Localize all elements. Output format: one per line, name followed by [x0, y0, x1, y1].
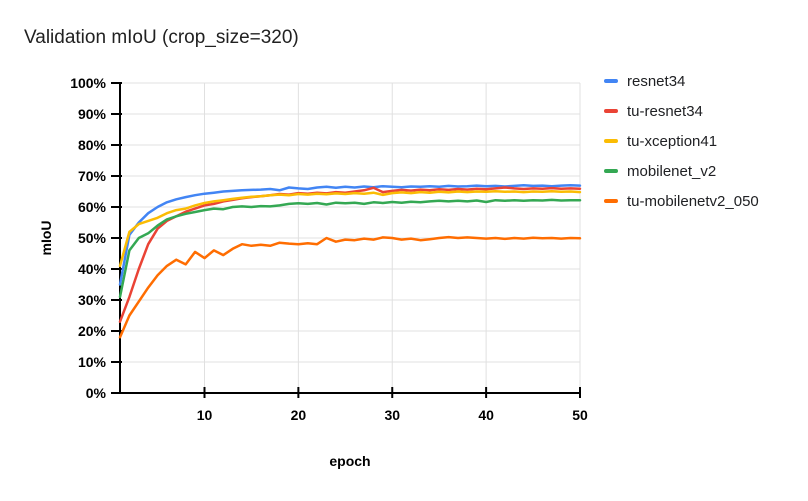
y-tick-label: 90% [78, 106, 107, 122]
legend-swatch-icon [604, 109, 618, 113]
y-axis-title: mIoU [38, 220, 54, 256]
legend-item-resnet34: resnet34 [604, 66, 759, 96]
x-axis-title: epoch [329, 453, 371, 469]
y-tick-label: 20% [78, 323, 107, 339]
legend-item-mobilenet_v2: mobilenet_v2 [604, 156, 759, 186]
x-tick-label: 10 [197, 407, 213, 423]
y-tick-label: 80% [78, 137, 107, 153]
series-line-mobilenet_v2 [118, 198, 582, 299]
y-tick-label: 100% [70, 75, 106, 91]
y-tick-label: 0% [86, 385, 107, 401]
y-tick-label: 30% [78, 292, 107, 308]
legend-label: resnet34 [627, 72, 686, 90]
legend-swatch-icon [604, 169, 618, 173]
legend: resnet34 tu-resnet34 tu-xception41 mobilene… [604, 66, 759, 216]
y-tick-label: 40% [78, 261, 107, 277]
y-tick-label: 60% [78, 199, 107, 215]
x-tick-label: 30 [384, 407, 400, 423]
legend-swatch-icon [604, 79, 618, 83]
legend-item-tu-xception41: tu-xception41 [604, 126, 759, 156]
legend-item-tu-resnet34: tu-resnet34 [604, 96, 759, 126]
chart-title: Validation mIoU (crop_size=320) [24, 27, 299, 48]
series-line-tu-mobilenetv2_050 [118, 235, 582, 339]
legend-item-tu-mobilenetv2_050: tu-mobilenetv2_050 [604, 186, 759, 216]
legend-label: tu-xception41 [627, 132, 718, 150]
y-tick-label: 10% [78, 354, 107, 370]
series-line-tu-xception41 [118, 189, 582, 268]
x-tick-label: 20 [291, 407, 307, 423]
series-line-tu-resnet34 [118, 186, 582, 323]
legend-swatch-icon [604, 139, 618, 143]
y-tick-label: 50% [78, 230, 107, 246]
x-tick-label: 40 [478, 407, 494, 423]
y-tick-label: 70% [78, 168, 107, 184]
legend-label: tu-resnet34 [627, 102, 703, 120]
legend-label: tu-mobilenetv2_050 [627, 192, 759, 210]
legend-label: mobilenet_v2 [627, 162, 717, 180]
x-tick-label: 50 [572, 407, 588, 423]
legend-swatch-icon [604, 199, 618, 203]
